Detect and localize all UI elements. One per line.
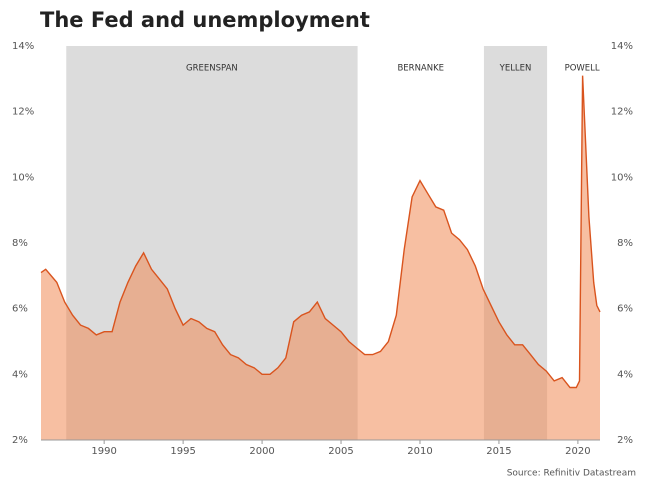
source: Source: Refinitiv Datastream [507,469,636,479]
x-tick-label: 2005 [328,446,353,457]
x-tick-label: 1995 [170,446,195,457]
y2-tick-label: 10% [611,172,633,183]
x-tick-label: 1990 [91,446,116,457]
area [41,75,600,440]
y-tick-label: 10% [12,172,34,183]
period-label: POWELL [565,64,600,74]
y-tick-label: 8% [12,238,28,249]
y2-tick-label: 4% [617,369,633,380]
x-tick-label: 2020 [565,446,590,457]
x-tick-label: 2015 [486,446,511,457]
line [40,75,601,389]
chart-title: The Fed and unemployment [40,8,370,32]
y2-tick-label: 12% [611,107,633,118]
y-tick-label: 2% [12,435,28,446]
y2-tick-label: 2% [617,435,633,446]
y2-tick-label: 6% [617,304,633,315]
period-label: BERNANKE [397,64,444,74]
y-tick-label: 14% [12,41,34,52]
x-tick-label: 2010 [407,446,432,457]
y-tick-label: 12% [12,107,34,118]
y2-tick-label: 14% [611,41,633,52]
period-label: YELLEN [499,64,532,74]
y-tick-label: 6% [12,304,28,315]
x-tick-label: 2000 [249,446,274,457]
period-label: GREENSPAN [186,64,238,74]
y-tick-label: 4% [12,369,28,380]
y2-tick-label: 8% [617,238,633,249]
